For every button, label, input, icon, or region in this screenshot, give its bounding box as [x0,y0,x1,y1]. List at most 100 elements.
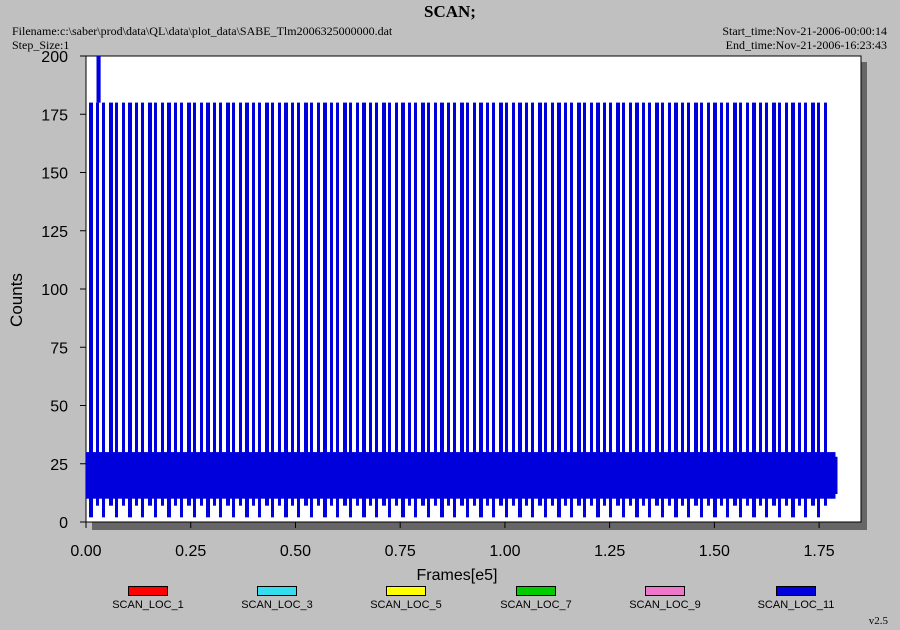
series-band-edge [831,456,838,495]
series-sweep [746,102,749,506]
legend-swatch [128,586,168,596]
series-sweep [765,102,768,518]
y-tick-label: 0 [59,515,68,532]
y-tick-label: 200 [41,49,68,66]
series-sweep [817,102,820,518]
series-sweep [752,102,756,518]
series-sweep [434,102,437,506]
series-sweep [362,102,366,518]
series-sweep [141,102,144,518]
series-sweep [739,102,742,518]
series-sweep [447,102,450,506]
legend-swatch [257,586,297,596]
series-sweep [336,102,339,518]
series-sweep [557,102,561,518]
series-sweep [102,102,105,518]
series-sweep [187,102,191,506]
series-sweep [440,102,444,518]
series-sweep [512,102,515,506]
series-sweep [629,102,632,506]
series-sweep [427,102,430,518]
series-sweep [590,102,593,506]
series-sweep [603,102,606,506]
x-tick-label: 0.25 [175,543,206,560]
x-tick-label: 0.00 [70,543,101,560]
y-tick-label: 50 [50,399,68,416]
series-sweep [713,102,717,518]
series-sweep [499,102,503,506]
series-sweep [284,102,288,518]
series-sweep [213,102,216,506]
series-sweep [700,102,703,518]
y-tick-label: 75 [50,340,68,357]
series-sweep [564,102,567,506]
legend-item-scan-loc-1: SCAN_LOC_1 [88,586,208,611]
series-sweep [551,102,554,506]
series-sweep [96,102,99,506]
series-sweep [226,102,230,506]
step-size-text: Step_Size:1 [12,38,70,52]
legend-item-scan-loc-7: SCAN_LOC_7 [476,586,596,611]
series-sweep [824,102,827,506]
x-tick-label: 1.50 [699,543,730,560]
series-sweep [577,102,581,506]
series-sweep [733,102,737,506]
y-tick-label: 150 [41,166,68,183]
series-sweep [492,102,495,518]
y-axis-label: Counts [7,273,26,327]
series-sweep [414,102,417,518]
series-sweep [154,102,157,518]
y-tick-label: 25 [50,457,68,474]
series-sweep [193,102,196,518]
version-text: v2.5 [868,615,888,627]
series-sweep [772,102,776,506]
series-sweep [505,102,508,518]
series-sweep [466,102,469,518]
y-tick-label: 100 [41,282,68,299]
legend-swatch [776,586,816,596]
series-sweep [798,102,801,506]
series-sweep [609,102,612,518]
series-sweep [161,102,164,506]
series-sweep [648,102,651,518]
series-sweep [167,102,171,518]
series-sweep [291,102,294,506]
series-sweep [148,102,152,506]
legend-swatch [645,586,685,596]
series-sweep [785,102,788,506]
start-time-text: Start_time:Nov-21-2006-00:00:14 [722,24,887,38]
series-sweep [278,102,281,506]
legend-swatch [386,586,426,596]
legend-label: SCAN_LOC_5 [370,599,442,611]
y-tick-label: 175 [41,107,68,124]
series-sweep [668,102,671,506]
legend-label: SCAN_LOC_9 [629,599,701,611]
series-sweep [538,102,542,506]
series-sweep [258,102,261,518]
series-sweep [401,102,405,518]
filename-text: Filename:c:\saber\prod\data\QL\data\plot… [12,24,393,38]
series-sweep [323,102,327,518]
series-sweep [265,102,269,506]
series-sweep [219,102,222,518]
series-sweep [544,102,547,518]
series-sweep [349,102,352,518]
series-sweep [310,102,313,518]
series-sweep [726,102,729,518]
series-sweep [759,102,762,506]
series-sweep [252,102,255,506]
end-time-text: End_time:Nov-21-2006-16:23:43 [725,38,887,52]
series-sweep [135,102,138,506]
series-sweep [330,102,333,506]
series-sweep [479,102,483,518]
data-marks [86,56,838,518]
series-sweep [89,102,93,518]
series-sweep [245,102,249,518]
series-spike [96,56,101,103]
series-sweep [460,102,464,506]
series-sweep [596,102,600,518]
series-sweep [622,102,625,518]
series-sweep [369,102,372,506]
x-tick-label: 0.75 [385,543,416,560]
